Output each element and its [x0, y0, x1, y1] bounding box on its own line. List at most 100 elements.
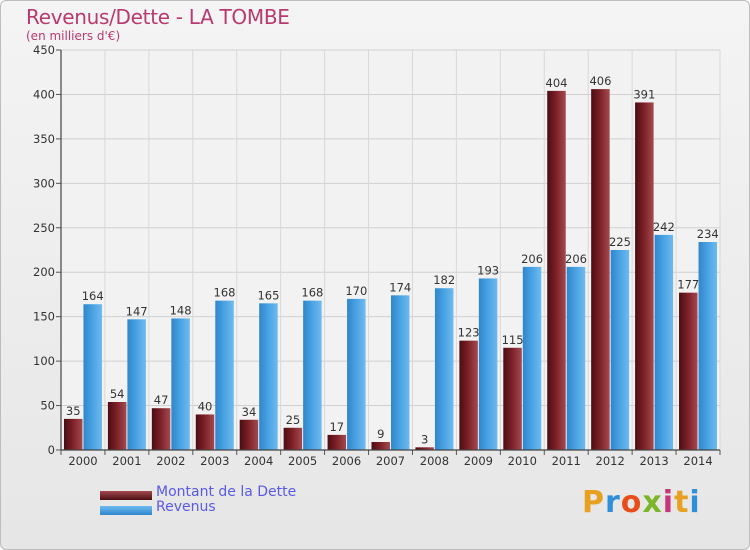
bar-revenus — [347, 298, 366, 450]
x-tick-label: 2000 — [68, 454, 97, 468]
x-tick-label: 2007 — [376, 454, 405, 468]
legend-label-dette: Montant de la Dette — [156, 484, 297, 500]
bar-dette — [151, 408, 171, 450]
x-tick-label: 2013 — [639, 454, 668, 468]
value-label-revenus: 234 — [697, 227, 719, 241]
value-label-dette: 35 — [66, 404, 81, 418]
value-label-dette: 25 — [286, 413, 301, 427]
bar-dette — [547, 90, 566, 450]
x-tick-label: 2014 — [683, 454, 712, 468]
bar-dette — [591, 89, 610, 450]
bar-dette — [371, 442, 390, 450]
bar-dette — [283, 427, 303, 450]
value-label-revenus: 148 — [170, 303, 192, 317]
legend-swatch-revenus — [100, 506, 152, 515]
value-label-dette: 404 — [546, 76, 568, 90]
bar-revenus — [391, 295, 410, 450]
bar-dette — [63, 418, 83, 450]
bar-revenus — [478, 278, 498, 450]
y-tick-label: 350 — [33, 132, 55, 146]
bar-revenus — [566, 266, 586, 450]
logo-letter: t — [674, 485, 690, 520]
bar-revenus — [83, 304, 102, 450]
x-tick-label: 2005 — [288, 454, 317, 468]
bar-dette — [635, 102, 654, 450]
value-label-dette: 115 — [502, 333, 524, 347]
bar-revenus — [171, 318, 190, 450]
y-tick-label: 0 — [48, 443, 55, 457]
logo-letter: r — [605, 485, 621, 520]
bar-dette — [107, 402, 127, 450]
value-label-dette: 47 — [154, 393, 169, 407]
bar-revenus — [259, 303, 278, 450]
x-tick-label: 2009 — [464, 454, 493, 468]
value-label-dette: 17 — [329, 420, 344, 434]
logo-letter: i — [662, 485, 675, 520]
value-label-revenus: 170 — [345, 284, 367, 298]
chart-subtitle: (en milliers d'€) — [26, 29, 121, 43]
x-tick-label: 2006 — [332, 454, 361, 468]
value-label-revenus: 206 — [565, 252, 587, 266]
logo-letter: P — [582, 485, 605, 520]
bar-dette — [415, 447, 434, 450]
x-tick-label: 2002 — [156, 454, 185, 468]
bar-revenus — [434, 288, 454, 450]
x-tick-label: 2003 — [200, 454, 229, 468]
y-tick-label: 150 — [33, 310, 55, 324]
bar-revenus — [610, 250, 630, 450]
bar-revenus — [654, 234, 674, 450]
x-tick-label: 2008 — [420, 454, 449, 468]
value-label-dette: 123 — [458, 326, 480, 340]
value-label-dette: 9 — [377, 427, 384, 441]
x-tick-label: 2012 — [596, 454, 625, 468]
value-label-revenus: 168 — [214, 286, 236, 300]
value-label-revenus: 174 — [389, 280, 411, 294]
x-tick-label: 2004 — [244, 454, 273, 468]
bar-revenus — [698, 242, 718, 450]
value-label-revenus: 206 — [521, 252, 543, 266]
bar-revenus — [303, 300, 322, 450]
bar-dette — [327, 434, 347, 450]
x-tick-label: 2010 — [508, 454, 537, 468]
bar-revenus — [127, 319, 146, 450]
value-label-revenus: 165 — [257, 288, 279, 302]
x-tick-label: 2011 — [552, 454, 581, 468]
plot-area — [61, 50, 720, 450]
proxiti-logo: Proxiti — [582, 485, 701, 520]
value-label-dette: 3 — [421, 432, 428, 446]
value-label-revenus: 242 — [653, 220, 675, 234]
x-tick-label: 2001 — [112, 454, 141, 468]
value-label-dette: 391 — [633, 87, 655, 101]
value-label-revenus: 147 — [126, 304, 148, 318]
bar-dette — [195, 414, 215, 450]
legend-swatch-dette — [100, 491, 152, 500]
value-label-revenus: 182 — [433, 273, 455, 287]
y-tick-label: 200 — [33, 265, 55, 279]
chart-title: Revenus/Dette - LA TOMBE — [26, 5, 290, 29]
value-label-dette: 177 — [677, 278, 699, 292]
bar-revenus — [215, 300, 234, 450]
legend-label-revenus: Revenus — [156, 499, 216, 515]
logo-letter: x — [642, 485, 663, 520]
bar-dette — [503, 347, 522, 450]
value-label-dette: 406 — [589, 74, 611, 88]
value-label-revenus: 164 — [82, 289, 104, 303]
value-label-dette: 34 — [242, 405, 257, 419]
value-label-dette: 54 — [110, 387, 125, 401]
bar-dette — [679, 292, 698, 450]
y-tick-label: 400 — [33, 87, 55, 101]
y-tick-label: 450 — [33, 43, 55, 57]
y-tick-label: 100 — [33, 354, 55, 368]
y-tick-label: 50 — [40, 399, 55, 413]
bar-dette — [239, 419, 259, 450]
logo-letter: i — [689, 485, 701, 520]
bar-dette — [459, 340, 478, 450]
value-label-revenus: 168 — [301, 286, 323, 300]
value-label-dette: 40 — [198, 399, 213, 413]
value-label-revenus: 193 — [477, 263, 499, 277]
y-tick-label: 250 — [33, 221, 55, 235]
value-label-revenus: 225 — [609, 235, 631, 249]
logo-letter: o — [620, 485, 643, 520]
bar-revenus — [522, 266, 542, 450]
